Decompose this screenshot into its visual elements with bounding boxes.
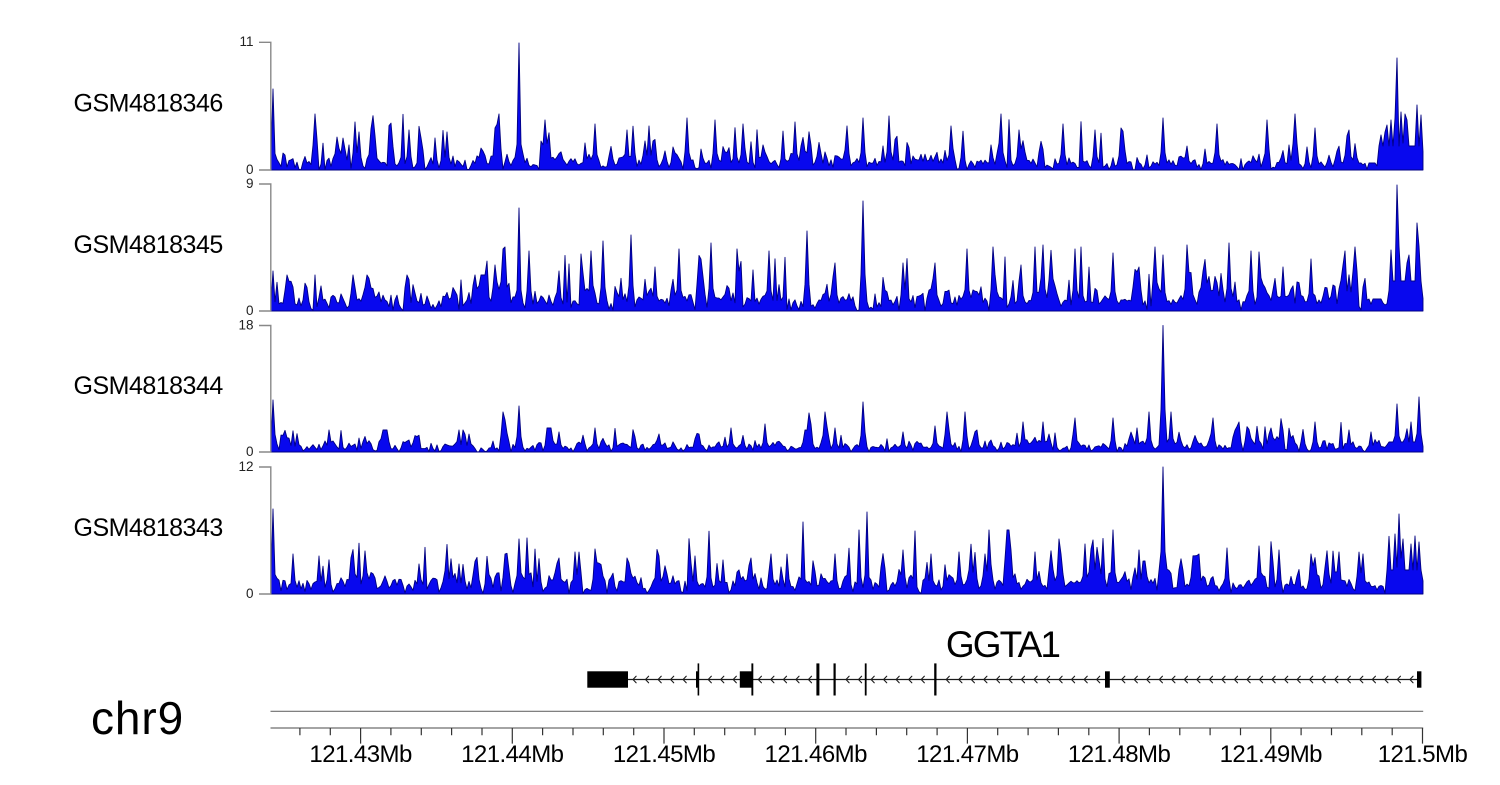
svg-text:chr9: chr9	[91, 692, 184, 744]
svg-text:121.48Mb: 121.48Mb	[1068, 741, 1171, 768]
svg-text:9: 9	[246, 176, 254, 191]
svg-text:GGTA1: GGTA1	[946, 624, 1059, 665]
svg-text:18: 18	[238, 317, 253, 332]
svg-text:0: 0	[246, 303, 254, 318]
svg-text:GSM4818344: GSM4818344	[74, 372, 224, 400]
svg-text:0: 0	[246, 162, 254, 177]
svg-text:GSM4818343: GSM4818343	[74, 514, 223, 542]
svg-text:121.44Mb: 121.44Mb	[461, 741, 564, 768]
svg-text:GSM4818346: GSM4818346	[74, 90, 223, 118]
svg-text:121.45Mb: 121.45Mb	[613, 741, 716, 768]
svg-text:121.5Mb: 121.5Mb	[1378, 741, 1468, 768]
svg-text:121.43Mb: 121.43Mb	[309, 741, 412, 768]
svg-text:121.49Mb: 121.49Mb	[1220, 741, 1323, 768]
svg-text:121.47Mb: 121.47Mb	[916, 741, 1019, 768]
svg-text:0: 0	[246, 444, 254, 459]
svg-text:11: 11	[239, 34, 253, 49]
svg-text:GSM4818345: GSM4818345	[74, 231, 223, 259]
svg-text:0: 0	[246, 586, 254, 601]
svg-text:12: 12	[238, 459, 253, 474]
svg-text:121.46Mb: 121.46Mb	[765, 741, 868, 768]
